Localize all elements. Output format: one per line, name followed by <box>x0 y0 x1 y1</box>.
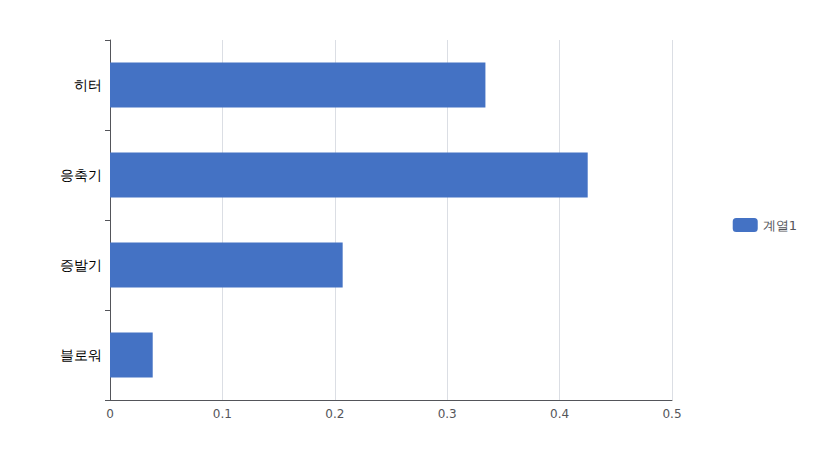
svg-text:히터: 히터 <box>74 77 102 93</box>
svg-text:0.4: 0.4 <box>550 407 569 421</box>
svg-text:0.5: 0.5 <box>662 407 681 421</box>
svg-text:증발기: 증발기 <box>60 257 102 273</box>
svg-text:블로워: 블로워 <box>60 347 102 363</box>
svg-text:0.2: 0.2 <box>325 407 344 421</box>
svg-text:0.1: 0.1 <box>213 407 232 421</box>
svg-text:계열1: 계열1 <box>763 218 797 233</box>
svg-text:0.3: 0.3 <box>438 407 457 421</box>
svg-text:0: 0 <box>106 407 114 421</box>
svg-text:응축기: 응축기 <box>60 167 102 183</box>
